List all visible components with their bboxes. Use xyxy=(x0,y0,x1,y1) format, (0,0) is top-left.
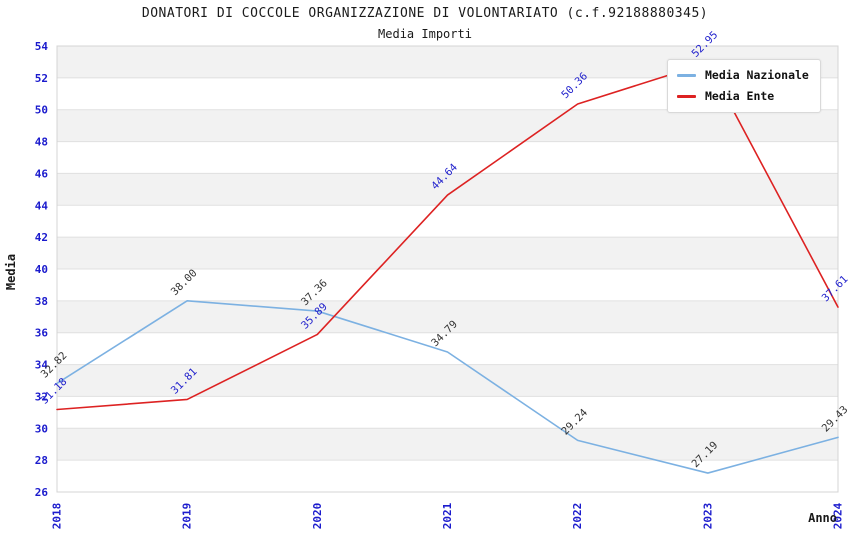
legend-label-media-nazionale: Media Nazionale xyxy=(705,68,809,82)
legend: Media Nazionale Media Ente xyxy=(667,59,821,113)
svg-text:50: 50 xyxy=(35,104,48,117)
svg-text:28: 28 xyxy=(35,454,48,467)
svg-text:52: 52 xyxy=(35,72,48,85)
svg-text:2019: 2019 xyxy=(181,503,194,530)
svg-text:26: 26 xyxy=(35,486,49,499)
svg-text:36: 36 xyxy=(35,327,49,340)
svg-text:38: 38 xyxy=(35,295,48,308)
svg-text:34: 34 xyxy=(35,359,49,372)
svg-text:40: 40 xyxy=(35,263,48,276)
chart-subtitle: Media Importi xyxy=(378,27,472,41)
svg-text:46: 46 xyxy=(35,167,49,180)
svg-text:30: 30 xyxy=(35,422,48,435)
media-nazionale-line-swatch xyxy=(677,73,696,77)
svg-text:2023: 2023 xyxy=(701,503,714,530)
svg-text:32: 32 xyxy=(35,390,48,403)
svg-text:44: 44 xyxy=(35,199,49,212)
x-axis-title: Anno xyxy=(808,511,837,525)
svg-text:42: 42 xyxy=(35,231,48,244)
svg-text:2020: 2020 xyxy=(311,503,324,530)
legend-item-media-nazionale: Media Nazionale xyxy=(677,68,809,82)
svg-text:54: 54 xyxy=(35,40,49,53)
svg-text:2021: 2021 xyxy=(441,502,454,529)
y-axis-title: Media xyxy=(4,253,18,291)
svg-text:2018: 2018 xyxy=(51,503,64,530)
legend-item-media-ente: Media Ente xyxy=(677,89,809,103)
media-ente-line-swatch xyxy=(677,94,696,98)
svg-text:2024: 2024 xyxy=(832,502,845,529)
svg-text:48: 48 xyxy=(35,136,48,149)
chart-title: DONATORI DI COCCOLE ORGANIZZAZIONE DI VO… xyxy=(141,6,709,21)
legend-label-media-ente: Media Ente xyxy=(705,89,775,103)
svg-text:2022: 2022 xyxy=(571,503,584,530)
